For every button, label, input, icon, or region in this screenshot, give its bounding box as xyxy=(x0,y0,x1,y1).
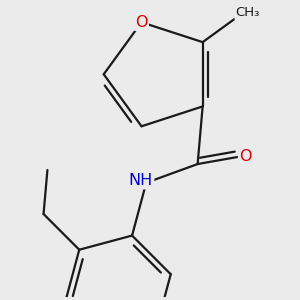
Text: CH₃: CH₃ xyxy=(236,6,260,19)
Text: NH: NH xyxy=(129,173,153,188)
Text: O: O xyxy=(135,15,148,30)
Text: O: O xyxy=(239,149,252,164)
